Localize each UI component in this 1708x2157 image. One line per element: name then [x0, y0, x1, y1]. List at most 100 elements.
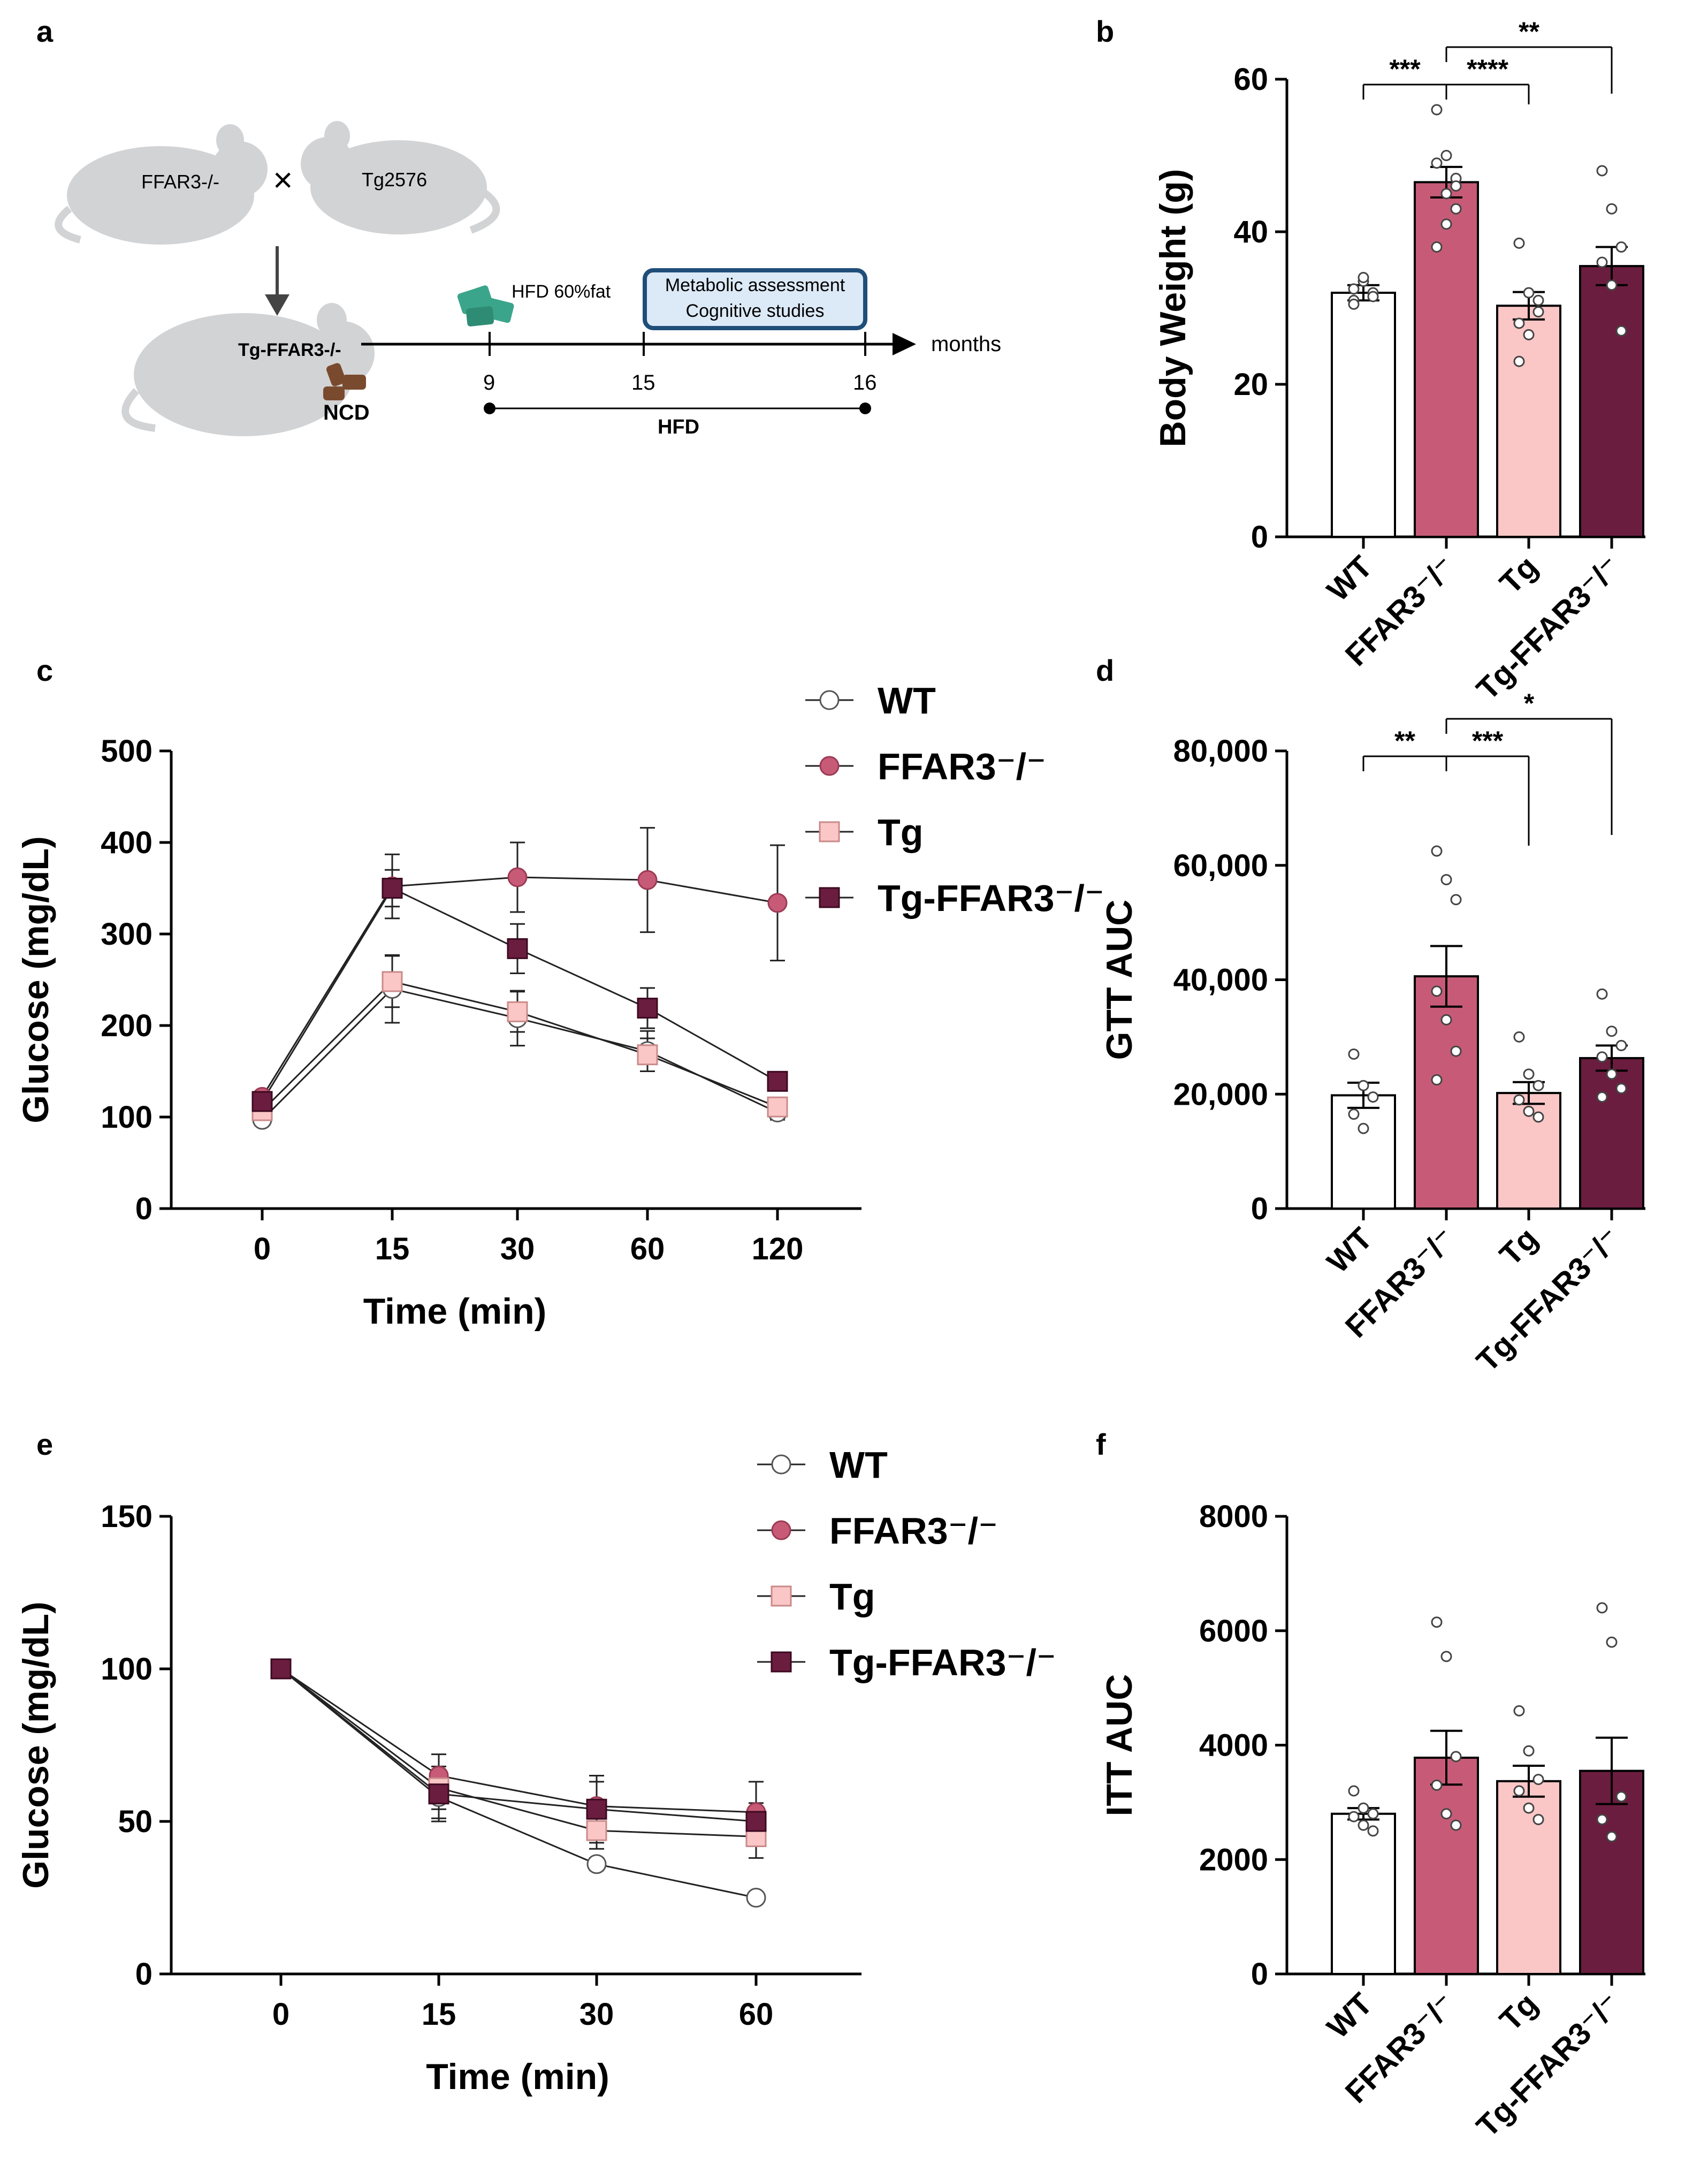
series-line	[280, 1668, 757, 1822]
series-marker	[771, 1651, 792, 1673]
hfd-end-dot	[859, 402, 871, 414]
series-line	[261, 887, 778, 1102]
series-marker	[637, 870, 658, 890]
timepoint-label: 15	[631, 371, 655, 394]
series-marker	[586, 1798, 607, 1820]
data-point	[1532, 1774, 1544, 1786]
data-point	[1513, 1705, 1525, 1717]
bar	[1579, 1057, 1644, 1210]
data-point	[1348, 1811, 1360, 1822]
y-axis: 0 100 200 300 400 500	[101, 734, 173, 1226]
data-point	[1615, 1083, 1627, 1095]
y-axis: 0 20,000 40,000 60,000 80,000	[1173, 734, 1288, 1226]
data-point	[1431, 1616, 1443, 1628]
cross-icon: ×	[273, 161, 293, 199]
data-point	[1523, 1745, 1535, 1757]
parent-mouse-tg2576: Tg2576	[301, 121, 500, 234]
y-tick-label: 100	[101, 1100, 152, 1135]
hfd-pill-label: HFD 60%fat	[512, 282, 611, 302]
y-axis-title: ITT AUC	[1099, 1674, 1140, 1817]
data-point	[1513, 317, 1525, 329]
x-tick-label: 30	[500, 1232, 535, 1266]
x-tick-label: Tg-FFAR3⁻/⁻	[1470, 549, 1627, 707]
y-axis-title: Glucose (mg/dL)	[16, 1601, 56, 1888]
data-point	[1513, 1031, 1525, 1043]
data-point	[1596, 165, 1608, 177]
mouse1-label: FFAR3-/-	[141, 171, 219, 193]
x-tick-label: 15	[422, 1997, 456, 2032]
bar	[1331, 1812, 1396, 1975]
data-point	[1450, 180, 1462, 192]
legend-label: Tg	[878, 811, 924, 853]
series-marker	[819, 756, 840, 776]
bar	[1414, 181, 1479, 538]
significance-label: **	[1394, 726, 1415, 756]
y-axis-title: GTT AUC	[1099, 900, 1140, 1060]
x-tick-label: 120	[752, 1232, 804, 1266]
timeline-arrow-head	[893, 333, 916, 355]
data-point	[1440, 1808, 1452, 1820]
legend-label: WT	[878, 680, 936, 721]
x-axis-title: Time (min)	[426, 2056, 609, 2097]
legend-label: FFAR3⁻/⁻	[829, 1510, 998, 1552]
data-point	[1440, 218, 1452, 230]
significance-label: ***	[1389, 54, 1421, 84]
y-tick-label: 0	[135, 1957, 152, 1992]
data-point	[1450, 1751, 1462, 1763]
y-tick-label: 20	[1233, 367, 1268, 402]
y-axis-title: Body Weight (g)	[1153, 169, 1193, 447]
data-point	[1596, 988, 1608, 1000]
y-tick-label: 150	[101, 1499, 152, 1534]
y-tick-label: 60,000	[1173, 848, 1268, 883]
data-point	[1523, 329, 1535, 340]
significance-label: **	[1519, 17, 1539, 47]
hfd-duration-label: HFD	[658, 416, 699, 438]
mouse2-label: Tg2576	[362, 169, 427, 191]
significance-label: ***	[1472, 726, 1504, 756]
data-point	[1596, 1051, 1608, 1063]
x-tick-label: 30	[580, 1997, 614, 2032]
y-tick-label: 500	[101, 734, 152, 769]
series-marker	[767, 1070, 788, 1092]
legend-label: FFAR3⁻/⁻	[878, 746, 1046, 787]
data-point	[1450, 894, 1462, 906]
y-tick-label: 200	[101, 1008, 152, 1043]
bar	[1579, 265, 1644, 538]
data-point	[1348, 283, 1360, 295]
data-point	[1431, 845, 1443, 857]
cross-arrow-head	[265, 294, 289, 316]
data-point	[1532, 1111, 1544, 1123]
pellet-icon	[323, 363, 366, 400]
legend-label: Tg	[829, 1576, 875, 1617]
series-marker	[771, 1454, 791, 1475]
series-marker	[270, 1658, 292, 1680]
series-line	[280, 1668, 757, 1898]
data-point	[1348, 1108, 1360, 1120]
series-marker	[767, 893, 788, 913]
panel-label-a: a	[36, 14, 54, 48]
data-point	[1440, 188, 1452, 200]
series-marker	[382, 971, 403, 992]
assessment-line-2: Cognitive studies	[686, 301, 825, 321]
data-point	[1358, 1080, 1369, 1091]
x-tick-label: Tg-FFAR3⁻/⁻	[1470, 1986, 1627, 2144]
x-tick-label: Tg-FFAR3⁻/⁻	[1470, 1221, 1627, 1378]
series-marker	[507, 938, 528, 959]
hfd-pill-icon	[457, 285, 514, 326]
schematic-panel: FFAR3-/- × Tg2576 Tg-FFAR3-/- NCD months	[55, 121, 1001, 438]
y-axis: 0 50 100 150	[101, 1499, 173, 1992]
data-point	[1606, 1636, 1618, 1648]
timepoint-label: 16	[853, 371, 877, 394]
series-marker	[746, 1888, 766, 1908]
series-marker	[637, 998, 658, 1019]
y-axis-title: Glucose (mg/dL)	[16, 836, 56, 1123]
data-point	[1431, 104, 1443, 116]
data-point	[1348, 298, 1360, 310]
x-tick-label: WT	[1320, 1221, 1379, 1280]
series-marker	[251, 1091, 273, 1112]
timeline-unit: months	[931, 332, 1001, 356]
data-point	[1513, 237, 1525, 249]
data-point	[1615, 1039, 1627, 1051]
data-point	[1440, 874, 1452, 885]
